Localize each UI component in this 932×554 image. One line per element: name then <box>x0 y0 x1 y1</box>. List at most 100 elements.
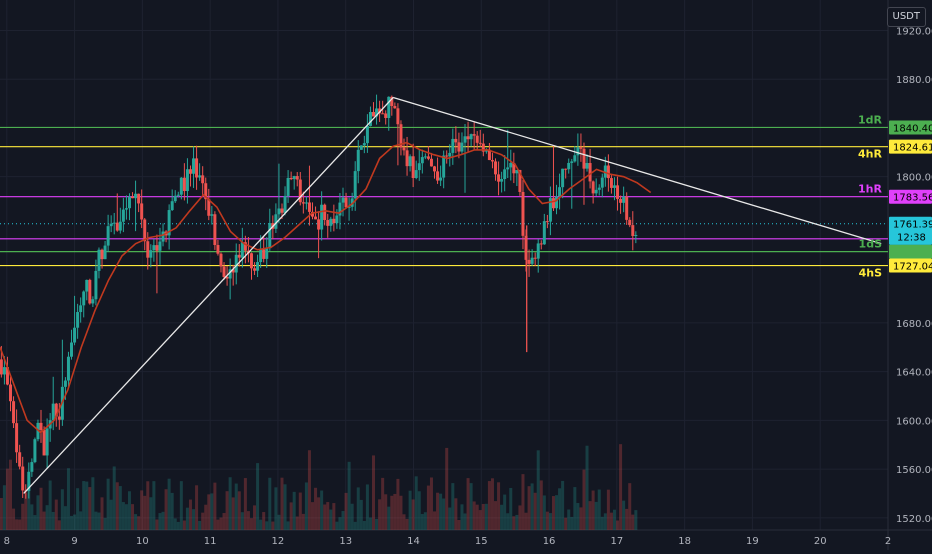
volume-bar <box>393 493 397 530</box>
candle-body <box>207 199 211 216</box>
level-labels: 1dR 4hR 1hR 1dS 4hS <box>858 113 883 279</box>
candle-body <box>158 241 162 251</box>
volume-bar <box>201 512 205 530</box>
candle-body <box>582 148 586 169</box>
candle-body <box>567 162 571 170</box>
volume-bar <box>527 486 531 530</box>
candle-body <box>539 243 543 245</box>
volume-bar <box>277 514 281 530</box>
candle-body <box>329 218 333 226</box>
candle-body <box>591 181 595 194</box>
candle-body <box>533 257 537 259</box>
volume-bar <box>603 513 607 530</box>
currency-button[interactable]: USDT <box>886 7 926 27</box>
candle-body <box>201 175 205 184</box>
volume-bars <box>0 444 638 530</box>
candle-body <box>606 165 610 179</box>
volume-bar <box>39 487 43 530</box>
candle-body <box>155 245 159 251</box>
price-tag-4hR-text: 1824.61 <box>893 143 932 154</box>
volume-bar <box>579 507 583 530</box>
volume-bar <box>124 504 128 530</box>
candle-body <box>396 108 400 125</box>
volume-bar <box>9 459 13 530</box>
volume-bar <box>317 497 321 530</box>
candle-body <box>472 134 476 136</box>
candle-body <box>429 158 433 167</box>
candle-body <box>393 106 397 109</box>
candle-body <box>365 125 369 144</box>
volume-bar <box>225 491 229 530</box>
candle-body <box>21 466 25 491</box>
volume-bar <box>372 455 376 530</box>
volume-bar <box>494 501 498 530</box>
volume-bar <box>335 521 339 530</box>
candle-body <box>265 248 269 259</box>
volume-bar <box>326 502 330 530</box>
candle-body <box>88 279 92 304</box>
candle-body <box>219 253 223 267</box>
volume-bar <box>378 499 382 530</box>
candle-body <box>368 112 372 126</box>
candle-body <box>100 249 104 260</box>
time-axis[interactable]: 8 9 10 11 12 13 14 15 16 17 18 19 20 2 <box>4 536 892 547</box>
volume-bar <box>509 487 513 530</box>
volume-bar <box>204 504 208 530</box>
volume-bar <box>365 484 369 530</box>
candle-body <box>344 197 348 208</box>
volume-bar <box>249 518 253 530</box>
volume-bar <box>137 516 141 530</box>
candle-body <box>558 187 562 197</box>
candle-body <box>314 216 318 220</box>
volume-bar <box>268 477 272 530</box>
candle-body <box>204 183 208 200</box>
volume-bar <box>182 520 186 530</box>
volume-bar <box>63 506 67 530</box>
volume-bar <box>280 477 284 530</box>
candle-body <box>466 136 470 140</box>
candle-body <box>82 291 86 306</box>
volume-bar <box>463 513 467 530</box>
candle-body <box>359 145 363 150</box>
candle-body <box>548 198 552 222</box>
candle-body <box>545 221 549 223</box>
volume-bar <box>289 502 293 530</box>
volume-bar <box>36 495 40 530</box>
candle-body <box>15 423 19 453</box>
volume-bar <box>445 447 449 530</box>
candle-body <box>460 142 464 152</box>
x-tick-label: 17 <box>610 536 623 547</box>
candle-body <box>570 161 574 163</box>
volume-bar <box>399 495 403 530</box>
candle-body <box>182 177 186 192</box>
candle-body <box>317 219 321 230</box>
candle-body <box>134 193 138 199</box>
candle-body <box>423 156 427 158</box>
candle-body <box>277 208 281 215</box>
volume-bar <box>591 490 595 530</box>
volume-bar <box>2 485 6 530</box>
trendline <box>392 96 882 245</box>
price-tag-1dR <box>889 120 932 135</box>
volume-bar <box>606 489 610 530</box>
volume-bar <box>500 504 504 530</box>
candle-body <box>170 201 174 211</box>
volume-bar <box>524 512 528 530</box>
candle-body <box>326 220 330 226</box>
volume-bar <box>143 495 147 530</box>
x-tick-label: 19 <box>746 536 759 547</box>
candle-body <box>51 403 55 421</box>
candle-body <box>109 223 113 227</box>
volume-bar <box>570 516 574 530</box>
volume-bar <box>436 492 440 530</box>
candle-body <box>494 161 498 175</box>
ma-line <box>0 141 652 434</box>
volume-bar <box>76 488 80 530</box>
candle-body <box>469 134 473 140</box>
price-axis[interactable]: 1920.00 1880.00 1800.00 1680.00 1640.00 1600.… <box>896 26 932 524</box>
candle-body <box>237 254 241 258</box>
candle-body <box>161 231 165 242</box>
candle-body <box>594 189 598 194</box>
